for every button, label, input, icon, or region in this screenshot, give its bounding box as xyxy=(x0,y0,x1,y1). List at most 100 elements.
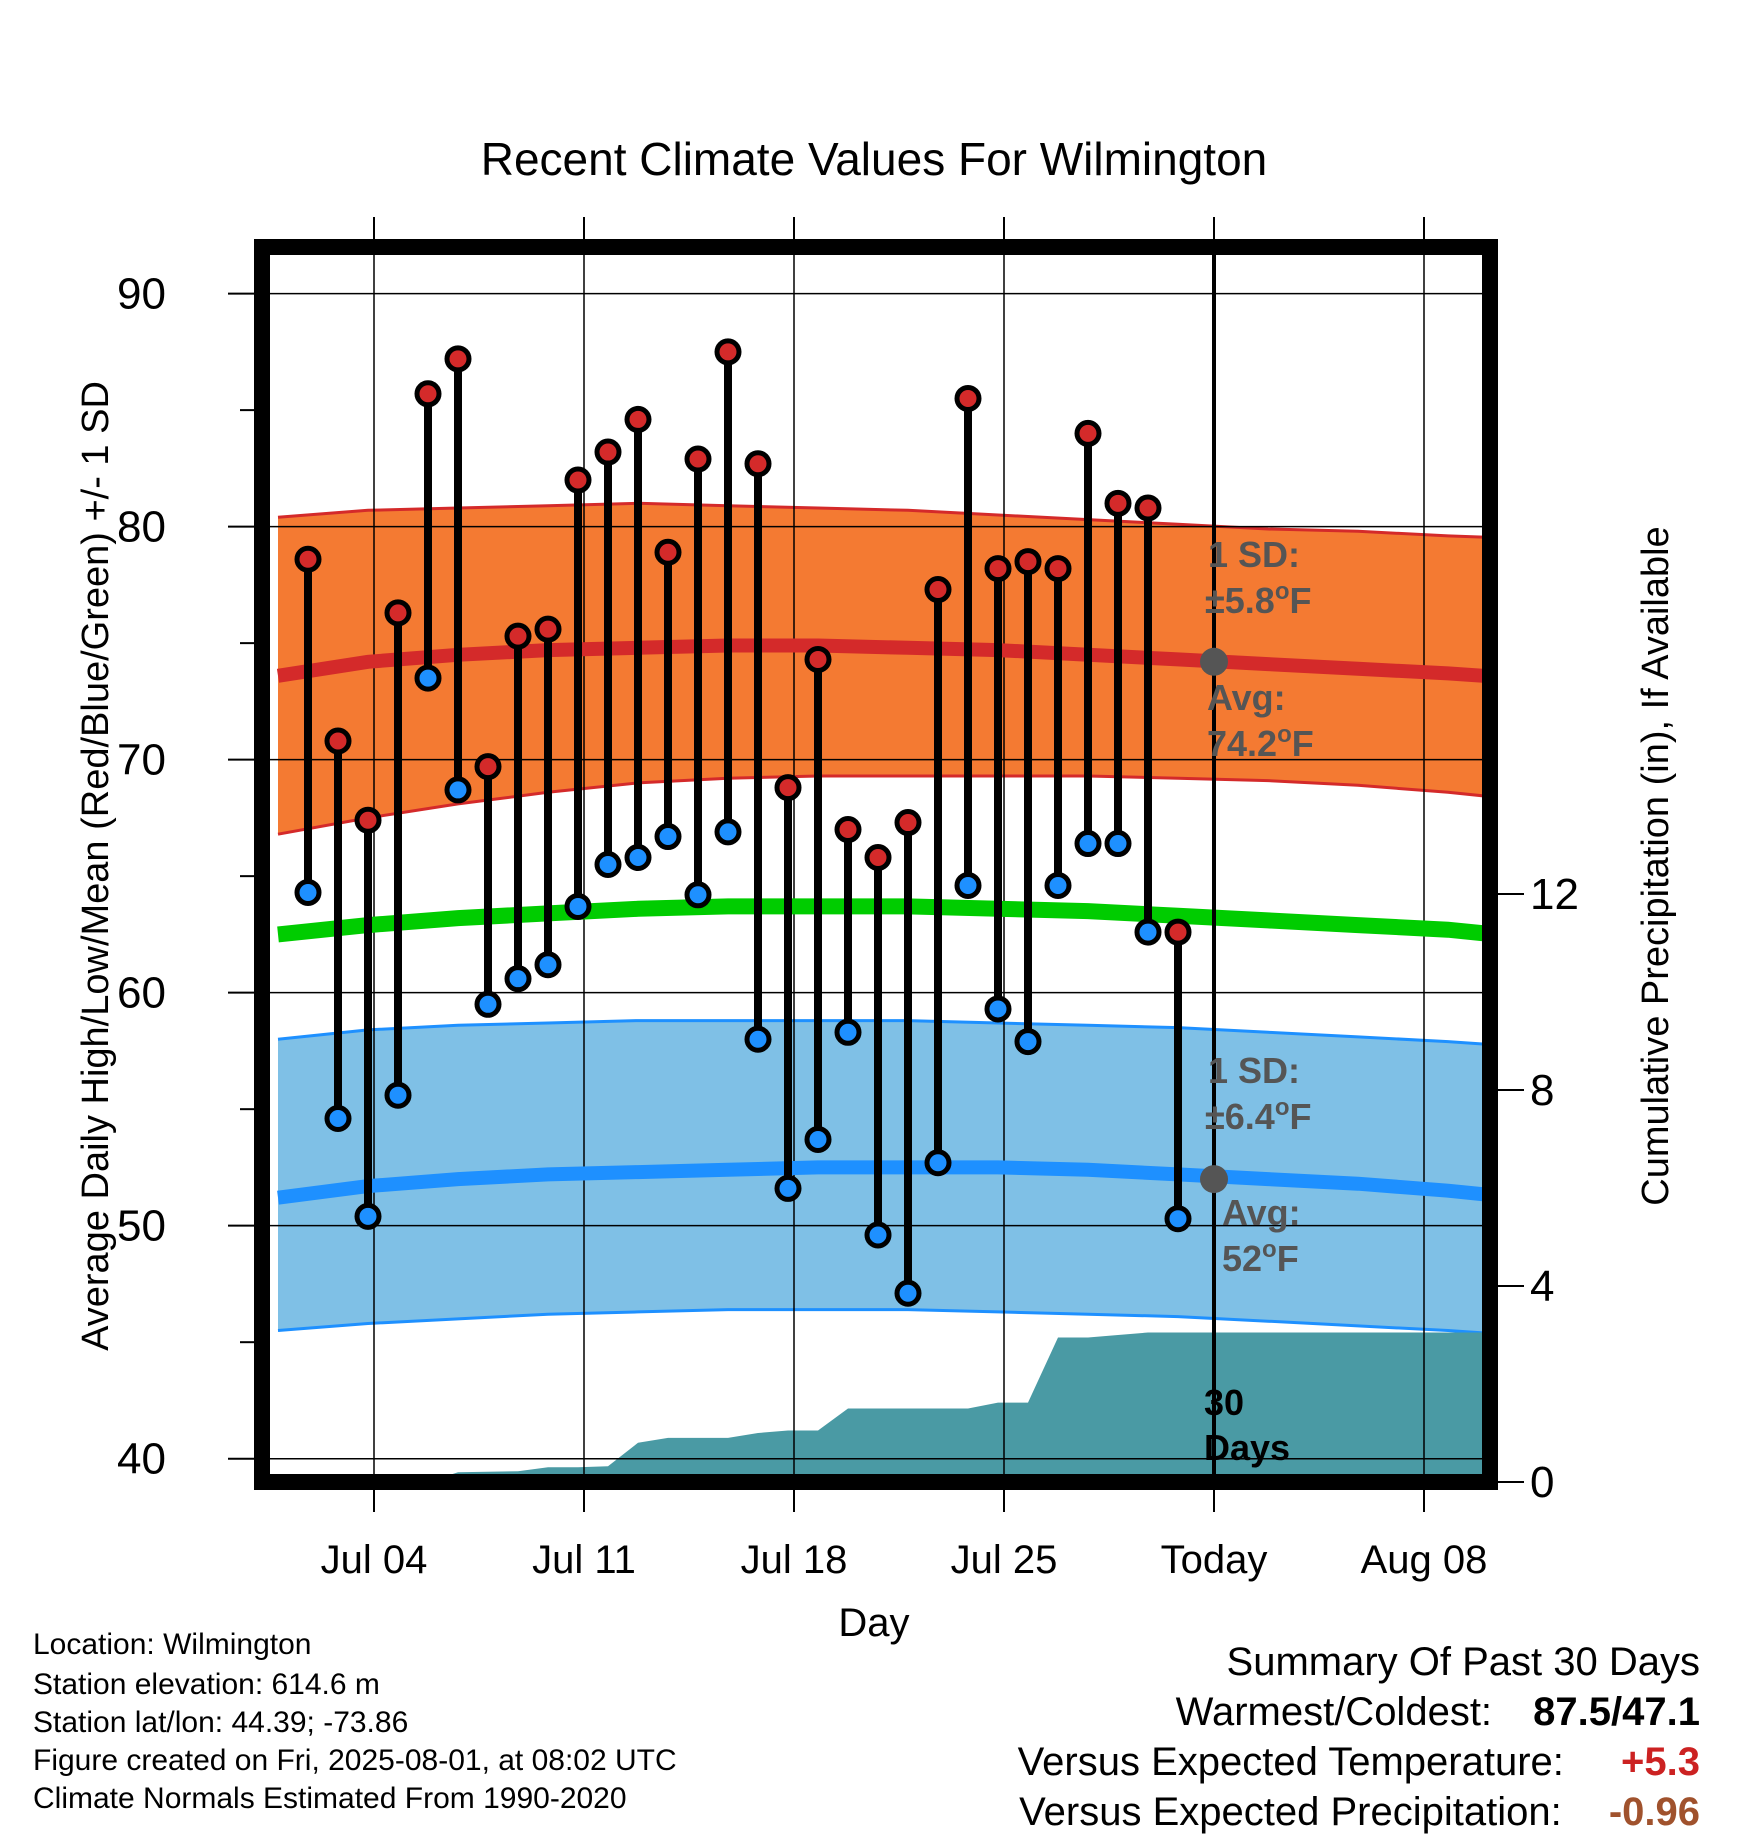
low-avg-marker xyxy=(1200,1165,1228,1194)
info-created: Figure created on Fri, 2025-08-01, at 08… xyxy=(33,1744,677,1777)
summary-warmest-label: Warmest/Coldest: xyxy=(1175,1690,1493,1734)
high-point xyxy=(804,645,832,673)
low-point xyxy=(864,1221,892,1249)
x-tick-label: Jul 18 xyxy=(741,1538,848,1582)
summary-precip-row: Versus Expected Precipitation: -0.96 xyxy=(1019,1790,1700,1835)
y-tick-label: 50 xyxy=(117,1202,166,1251)
low-point xyxy=(924,1149,952,1177)
low-avg-value: 52oF xyxy=(1222,1236,1299,1279)
info-elevation: Station elevation: 614.6 m xyxy=(33,1668,380,1701)
summary-warmest-row: Warmest/Coldest: 87.5/47.1 xyxy=(1176,1690,1700,1735)
summary-title: Summary Of Past 30 Days xyxy=(1226,1640,1700,1684)
x-tick-label: Jul 11 xyxy=(532,1538,636,1582)
high-point xyxy=(504,622,532,650)
low-point xyxy=(414,664,442,692)
high-point xyxy=(474,753,502,781)
low-point xyxy=(954,871,982,899)
high-point xyxy=(864,844,892,872)
low-point xyxy=(804,1125,832,1153)
plot-frame xyxy=(254,239,1498,1490)
high-point xyxy=(1104,489,1132,517)
high-point xyxy=(984,555,1012,583)
high-point xyxy=(594,438,622,466)
high-point xyxy=(414,380,442,408)
days-label-text: Days xyxy=(1204,1427,1290,1468)
high-point xyxy=(564,466,592,494)
y2-tick-label: 8 xyxy=(1530,1066,1554,1115)
high-sd-label: 1 SD: xyxy=(1208,534,1300,575)
low-point xyxy=(834,1018,862,1046)
summary-temp-value: +5.3 xyxy=(1621,1740,1700,1784)
low-sd-label: 1 SD: xyxy=(1208,1050,1300,1091)
low-point xyxy=(594,851,622,878)
low-point xyxy=(654,823,682,851)
high-point xyxy=(354,806,382,834)
y-tick-label: 40 xyxy=(117,1435,166,1484)
y2-tick-label: 12 xyxy=(1530,870,1579,919)
high-point xyxy=(384,599,412,627)
y-tick-label: 80 xyxy=(117,503,166,552)
info-location: Location: Wilmington xyxy=(33,1628,312,1661)
summary-precip-value: -0.96 xyxy=(1608,1790,1700,1834)
x-axis-label: Day xyxy=(838,1601,909,1645)
days-label-number: 30 xyxy=(1204,1382,1244,1423)
low-point xyxy=(1164,1205,1192,1233)
summary-temp-row: Versus Expected Temperature: +5.3 xyxy=(1018,1740,1700,1785)
y2-tick-label: 0 xyxy=(1530,1458,1554,1507)
x-tick-label: Aug 08 xyxy=(1361,1538,1488,1582)
low-point xyxy=(444,776,472,804)
high-point xyxy=(1074,419,1102,447)
y2-tick-label: 4 xyxy=(1530,1262,1554,1311)
low-point xyxy=(564,892,592,920)
high-point xyxy=(654,538,682,566)
y-tick-label: 90 xyxy=(117,270,166,319)
low-point xyxy=(1044,871,1072,899)
high-point xyxy=(324,727,352,755)
low-point xyxy=(474,990,502,1018)
high-sd-value: ±5.8oF xyxy=(1205,578,1311,621)
high-point xyxy=(624,405,652,433)
precip-area xyxy=(278,1332,1490,1482)
x-tick-label: Today xyxy=(1161,1538,1268,1582)
low-point xyxy=(1104,830,1132,858)
low-point xyxy=(294,878,322,906)
high-point xyxy=(684,445,712,473)
low-point xyxy=(774,1174,802,1202)
summary-warmest-value: 87.5/47.1 xyxy=(1533,1690,1700,1734)
high-point xyxy=(834,816,862,844)
low-point xyxy=(894,1279,922,1307)
low-point xyxy=(984,995,1012,1023)
low-point xyxy=(504,965,532,993)
low-avg-label: Avg: xyxy=(1222,1192,1301,1233)
low-point xyxy=(684,881,712,909)
y2-axis-label: Cumulative Precipitation (in), If Availa… xyxy=(1635,526,1677,1205)
high-point xyxy=(534,615,562,643)
y-axis-label: Average Daily High/Low/Mean (Red/Blue/Gr… xyxy=(75,381,117,1351)
high-point xyxy=(1014,548,1042,576)
low-point xyxy=(1074,830,1102,858)
low-point xyxy=(714,818,742,846)
high-point xyxy=(444,345,472,373)
summary-temp-label: Versus Expected Temperature: xyxy=(1017,1740,1564,1784)
low-point xyxy=(354,1202,382,1230)
y-tick-label: 60 xyxy=(117,969,166,1018)
low-point xyxy=(744,1025,772,1053)
high-point xyxy=(924,576,952,604)
info-latlon: Station lat/lon: 44.39; -73.86 xyxy=(33,1706,409,1739)
low-point xyxy=(384,1081,412,1109)
x-tick-label: Jul 04 xyxy=(321,1538,428,1582)
high-avg-marker xyxy=(1200,647,1228,676)
y-tick-label: 70 xyxy=(117,736,166,785)
x-tick-label: Jul 25 xyxy=(951,1538,1058,1582)
high-point xyxy=(1164,918,1192,946)
high-sd-upper-line xyxy=(277,501,1490,539)
low-sd-lower-line xyxy=(277,1308,1490,1335)
high-avg-value: 74.2oF xyxy=(1207,721,1314,764)
high-point xyxy=(294,545,322,573)
chart-title: Recent Climate Values For Wilmington xyxy=(481,133,1268,185)
high-point xyxy=(744,450,772,478)
low-point xyxy=(1134,918,1162,946)
high-point xyxy=(954,384,982,412)
